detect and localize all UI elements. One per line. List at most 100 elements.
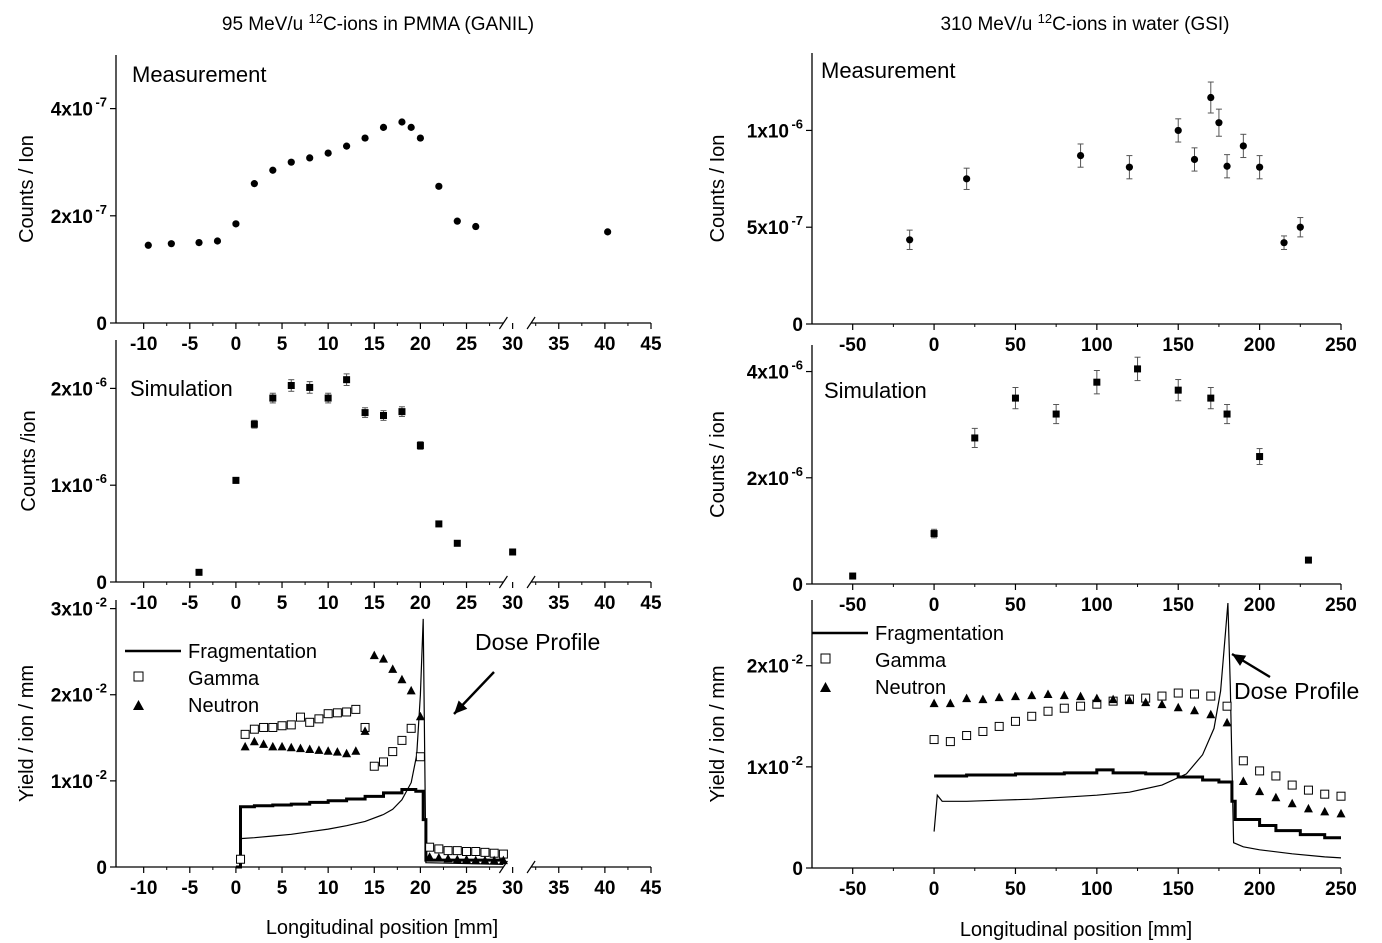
left-simulation-y-tick-label: 2x10: [51, 379, 93, 400]
left-yield-gamma-point: [236, 854, 246, 864]
left-yield-neutron-point: [360, 726, 370, 735]
left-yield-gamma-point: [323, 709, 333, 719]
right-simulation-x-tick-label: 150: [1162, 595, 1194, 616]
left-simulation-data-point: [361, 409, 369, 417]
left-yield-x-tick-label: 20: [410, 878, 431, 899]
right-yield-y-tick-exponent: -2: [791, 652, 803, 667]
right-yield-gamma-point: [1320, 789, 1330, 799]
left-measurement-data-point: [324, 149, 332, 157]
left-simulation-axis-break-mark: [526, 575, 536, 589]
left-measurement-x-tick-label: 25: [456, 334, 478, 355]
left-yield-gamma-point: [295, 712, 305, 722]
left-yield-axis-break-mark: [526, 860, 536, 874]
left-measurement-data-point: [453, 217, 461, 225]
right-simulation-data-point: [1052, 410, 1060, 418]
right-simulation-data-point: [849, 572, 857, 580]
right-yield-y-tick-label: 1x10: [747, 758, 789, 779]
right-simulation-x-tick-label: 0: [929, 595, 940, 616]
left-yield-legend-fragmentation: Fragmentation: [188, 641, 317, 663]
left-simulation-data-point: [416, 442, 424, 450]
right-simulation-data-point: [1223, 410, 1231, 418]
right-yield-x-tick-label: 100: [1081, 879, 1113, 900]
right-simulation-data-point: [1011, 394, 1019, 402]
right-measurement-data-point: [1190, 155, 1199, 164]
right-yield-neutron-point: [1010, 691, 1020, 701]
right-yield-neutron-point: [1043, 689, 1053, 699]
right-yield-neutron-point: [1157, 699, 1167, 709]
left-simulation-data-point: [195, 568, 203, 576]
left-yield-gamma-point: [286, 720, 296, 730]
left-simulation-data-point: [287, 381, 295, 389]
left-yield-gamma-point: [425, 842, 435, 852]
left-yield-y-tick-exponent: -2: [95, 681, 107, 696]
right-simulation-data-point: [1093, 378, 1101, 386]
right-simulation-y-tick-label: 0: [792, 575, 803, 596]
left-simulation-axis-break-mark: [498, 575, 508, 589]
left-simulation-data-point: [435, 520, 443, 528]
right-yield-gamma-point: [1043, 706, 1053, 716]
right-yield-gamma-point: [1157, 691, 1167, 701]
left-yield-neutron-point: [277, 741, 287, 751]
left-yield-x-tick-label: 10: [318, 878, 339, 899]
left-measurement-y-tick-label: 0: [96, 314, 107, 335]
left-yield-dose-profile-line: [239, 618, 504, 868]
left-simulation-data-point: [453, 539, 461, 547]
left-yield-neutron-point: [379, 654, 388, 663]
left-measurement-x-tick-label: 35: [548, 334, 570, 355]
left-measurement-data-point: [195, 239, 203, 247]
right-yield-x-tick-label: -50: [839, 879, 866, 900]
right-simulation-x-tick-label: -50: [839, 595, 866, 616]
left-yield-neutron-point: [268, 741, 278, 751]
left-yield-neutron-point: [425, 852, 435, 861]
left-yield-neutron-point: [406, 685, 416, 695]
left-simulation-y-tick-label: 0: [96, 573, 107, 594]
left-yield-x-tick-label: 30: [502, 878, 523, 899]
left-yield-y-tick-label: 3x10: [51, 600, 93, 621]
left-yield-gamma-point: [415, 752, 425, 762]
left-yield-neutron-point: [471, 855, 481, 865]
left-measurement-data-point: [416, 134, 424, 142]
left-yield-neutron-point: [443, 853, 453, 863]
right-simulation-x-tick-label: 250: [1325, 595, 1357, 616]
left-yield-neutron-point: [332, 747, 342, 756]
right-measurement-data-point: [1076, 151, 1085, 160]
left-simulation-x-tick-label: -5: [181, 593, 198, 614]
left-yield-x-tick-label: 40: [594, 878, 615, 899]
left-yield-neutron-point: [369, 650, 379, 660]
right-yield-gamma-point: [1076, 701, 1086, 711]
left-yield-y-tick-exponent: -2: [95, 767, 107, 782]
left-measurement-x-tick-label: 15: [364, 334, 386, 355]
right-measurement-panel: -50 0 50 100 150 200 250 0 5x10 -7 1x10 -6 Counts / …: [707, 53, 1357, 356]
left-yield-gamma-point: [471, 846, 481, 856]
left-yield-neutron-point: [452, 854, 462, 864]
right-measurement-y-tick-exponent: -7: [791, 213, 803, 228]
left-yield-neutron-point: [397, 674, 407, 684]
left-yield-neutron-point: [342, 748, 352, 758]
left-simulation-data-point: [306, 383, 314, 391]
right-yield-gamma-point: [1255, 766, 1265, 776]
left-yield-x-tick-label: 25: [456, 878, 478, 899]
left-yield-neutron-point: [259, 739, 269, 748]
left-measurement-data-point: [167, 240, 175, 248]
left-yield-x-tick-label: 15: [364, 878, 386, 899]
right-yield-gamma-point: [994, 721, 1004, 731]
left-yield-fragmentation-line: [235, 788, 504, 869]
left-simulation-x-tick-label: 35: [548, 593, 570, 614]
left-yield-gamma-point: [240, 729, 250, 739]
right-simulation-data-point: [1174, 386, 1182, 394]
left-yield-gamma-point: [259, 722, 269, 732]
left-simulation-y-tick-exponent: -6: [95, 374, 107, 389]
left-measurement-x-tick-label: 40: [594, 334, 615, 355]
right-measurement-panel-title: Measurement: [821, 58, 956, 83]
right-yield-gamma-point: [1059, 703, 1069, 713]
left-yield-y-tick-label: 1x10: [51, 772, 93, 793]
left-yield-legend-gamma-swatch: [133, 671, 144, 682]
right-yield-legend-gamma-swatch: [820, 653, 831, 664]
right-yield-neutron-point: [1092, 693, 1102, 703]
left-yield-gamma-point: [480, 847, 490, 857]
right-measurement-x-tick-label: 150: [1162, 335, 1194, 356]
left-yield-gamma-point: [388, 747, 398, 757]
